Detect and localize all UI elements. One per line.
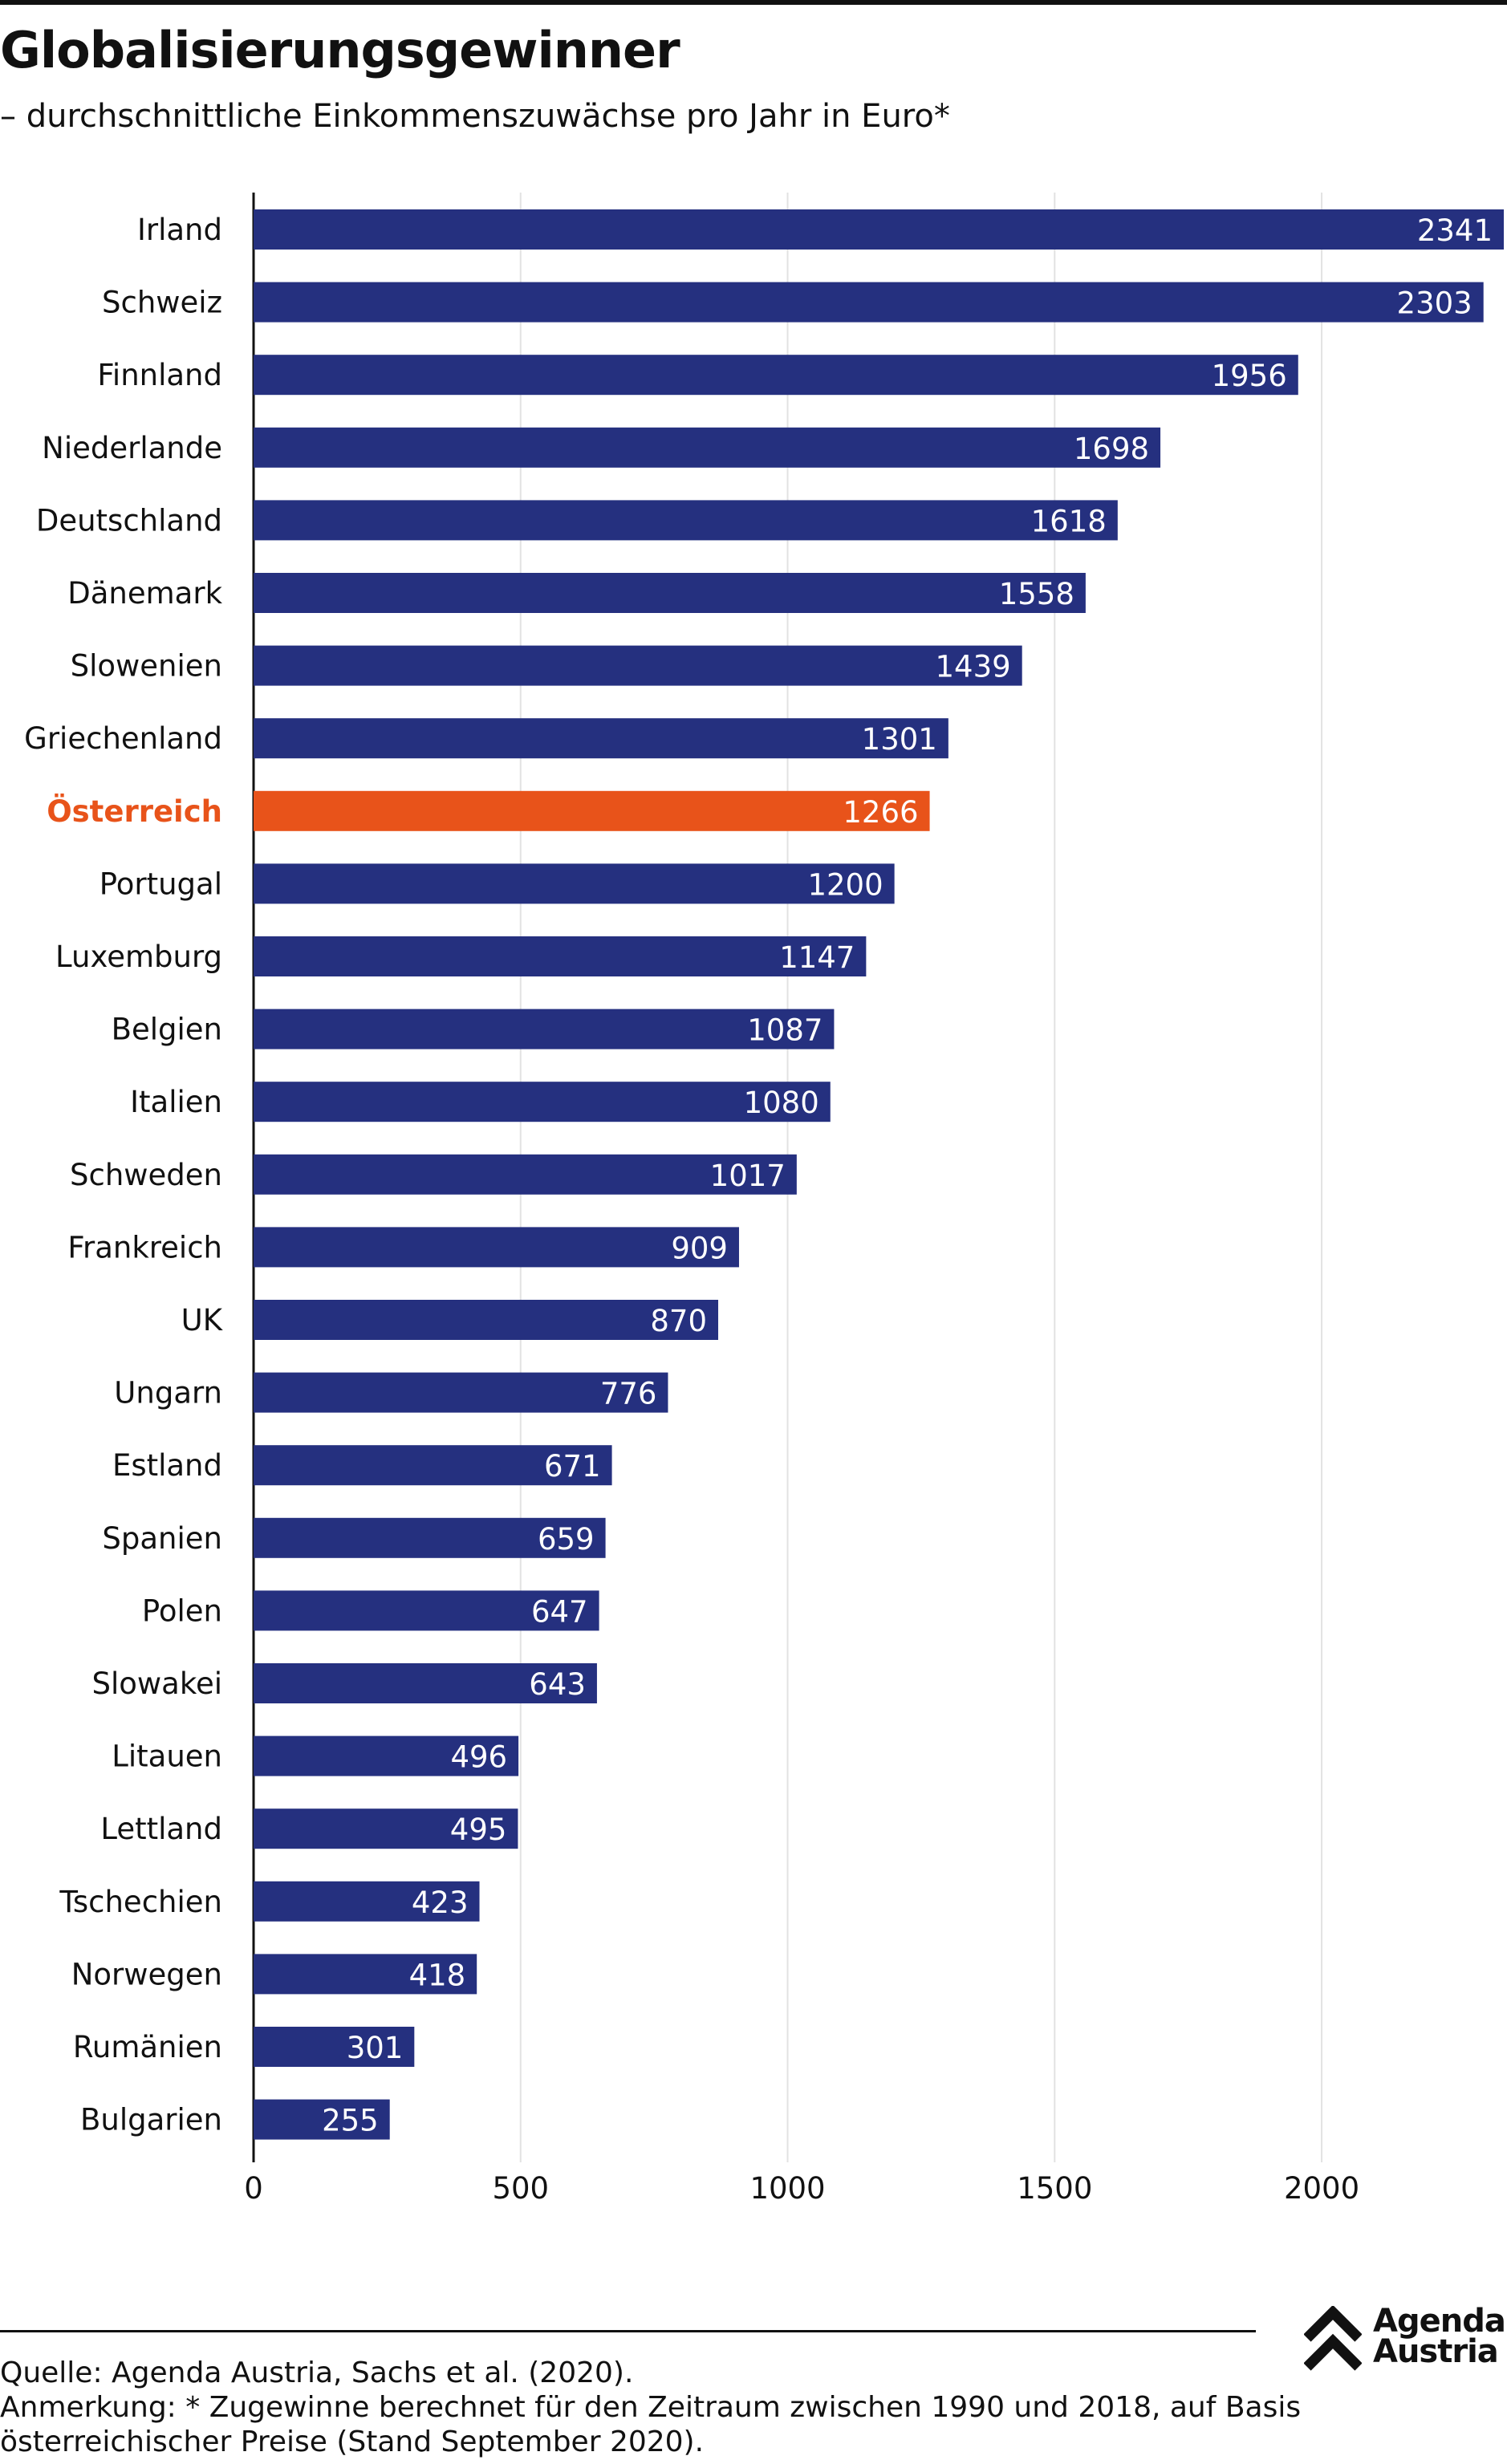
bar bbox=[254, 282, 1484, 323]
x-tick-label: 0 bbox=[244, 2171, 263, 2206]
annotation-note-line-1: Anmerkung: * Zugewinne berechnet für den… bbox=[0, 2391, 1302, 2424]
category-label: Litauen bbox=[112, 1739, 222, 1774]
category-label: Slowenien bbox=[71, 649, 222, 684]
category-label: Polen bbox=[142, 1593, 222, 1628]
x-tick-label: 1000 bbox=[749, 2171, 825, 2206]
category-label: Rumänien bbox=[73, 2030, 222, 2064]
bar bbox=[254, 1954, 477, 1995]
bar bbox=[254, 718, 948, 759]
bar bbox=[254, 1372, 668, 1413]
bar bbox=[254, 1154, 797, 1195]
data-label: 1266 bbox=[843, 795, 918, 830]
x-tick-label: 500 bbox=[492, 2171, 549, 2206]
bar-chart: Irland 2341 Schweiz 2303 Finnland 1956 Niederl… bbox=[24, 193, 1504, 2206]
data-label: 1439 bbox=[936, 650, 1011, 684]
source-note: Quelle: Agenda Austria, Sachs et al. (20… bbox=[0, 2356, 634, 2389]
data-label: 496 bbox=[450, 1740, 507, 1775]
data-label: 909 bbox=[671, 1231, 728, 1265]
category-label: Ungarn bbox=[114, 1376, 222, 1411]
category-label: Schweden bbox=[70, 1158, 222, 1192]
annotation-note-line-2: österreichischer Preise (Stand September… bbox=[0, 2425, 705, 2458]
data-label: 659 bbox=[538, 1522, 595, 1557]
bar bbox=[254, 1663, 597, 1703]
bar bbox=[254, 936, 867, 976]
category-label: Irland bbox=[137, 213, 222, 247]
double-chevron-up-icon bbox=[1304, 2306, 1362, 2371]
category-label: Belgien bbox=[112, 1013, 222, 1047]
agenda-austria-logo: Agenda Austria bbox=[1304, 2303, 1507, 2375]
category-label: Norwegen bbox=[71, 1957, 222, 1991]
data-label: 1558 bbox=[999, 577, 1074, 611]
bar bbox=[254, 863, 895, 904]
data-label: 1618 bbox=[1031, 504, 1107, 538]
bar bbox=[254, 645, 1022, 686]
footer-rule bbox=[0, 2330, 1256, 2332]
data-label: 495 bbox=[450, 1812, 507, 1847]
data-label: 870 bbox=[650, 1304, 707, 1338]
category-label: Österreich bbox=[47, 794, 222, 829]
bar bbox=[254, 1227, 739, 1268]
bar bbox=[254, 1517, 606, 1558]
bar bbox=[254, 500, 1118, 541]
data-label: 1698 bbox=[1074, 432, 1149, 466]
category-label: Niederlande bbox=[42, 431, 222, 465]
data-label: 2303 bbox=[1397, 286, 1472, 321]
bar bbox=[254, 1445, 612, 1486]
data-label: 647 bbox=[531, 1594, 588, 1629]
category-label: Dänemark bbox=[67, 576, 222, 611]
bar bbox=[254, 1590, 599, 1631]
category-label: Italien bbox=[130, 1085, 222, 1119]
category-label: Portugal bbox=[100, 867, 222, 901]
x-tick-label: 2000 bbox=[1284, 2171, 1359, 2206]
data-label: 1017 bbox=[710, 1159, 786, 1193]
category-label: Deutschland bbox=[36, 503, 222, 538]
x-tick-label: 1500 bbox=[1017, 2171, 1092, 2206]
data-label: 2341 bbox=[1417, 213, 1493, 248]
bar bbox=[254, 427, 1161, 468]
data-label: 423 bbox=[412, 1886, 469, 1920]
bar bbox=[254, 1735, 519, 1776]
category-label: Lettland bbox=[100, 1812, 222, 1846]
data-label: 418 bbox=[409, 1958, 466, 1992]
bar bbox=[254, 209, 1504, 250]
category-label: Estland bbox=[112, 1448, 222, 1483]
category-label: Tschechien bbox=[59, 1885, 222, 1919]
data-label: 671 bbox=[544, 1449, 601, 1484]
data-label: 1147 bbox=[779, 940, 855, 975]
bar bbox=[254, 1082, 831, 1122]
category-label: Schweiz bbox=[102, 286, 222, 320]
bar bbox=[254, 355, 1298, 396]
category-label: Slowakei bbox=[92, 1666, 223, 1701]
bar bbox=[254, 2027, 415, 2067]
chart-subtitle: – durchschnittliche Einkommenszuwächse p… bbox=[0, 98, 950, 135]
logo-line-austria: Austria bbox=[1373, 2333, 1499, 2370]
data-label: 1301 bbox=[862, 722, 937, 757]
data-label: 1200 bbox=[807, 867, 883, 902]
data-label: 1080 bbox=[744, 1086, 819, 1120]
chart-title: Globalisierungsgewinner bbox=[0, 21, 680, 79]
category-label: Frankreich bbox=[67, 1230, 222, 1264]
bar bbox=[254, 1808, 518, 1849]
bar bbox=[254, 2099, 390, 2140]
data-label: 643 bbox=[529, 1667, 586, 1702]
data-label: 1956 bbox=[1212, 359, 1287, 393]
bar-highlight bbox=[254, 790, 930, 831]
category-label: Spanien bbox=[102, 1521, 222, 1556]
logo-wordmark: Agenda Austria bbox=[1373, 2303, 1506, 2370]
bar bbox=[254, 1300, 719, 1340]
top-rule bbox=[0, 0, 1507, 5]
data-label: 255 bbox=[322, 2104, 379, 2138]
category-label: UK bbox=[181, 1303, 224, 1338]
bar bbox=[254, 1881, 480, 1922]
data-label: 301 bbox=[347, 2031, 404, 2065]
category-label: Bulgarien bbox=[80, 2103, 222, 2137]
bar bbox=[254, 1009, 835, 1049]
category-label: Griechenland bbox=[24, 721, 222, 756]
logo-line-agenda: Agenda bbox=[1373, 2303, 1506, 2340]
data-label: 776 bbox=[600, 1377, 657, 1411]
category-label: Luxemburg bbox=[55, 940, 222, 974]
data-label: 1087 bbox=[747, 1013, 823, 1048]
bar bbox=[254, 573, 1086, 613]
category-label: Finnland bbox=[97, 358, 222, 392]
